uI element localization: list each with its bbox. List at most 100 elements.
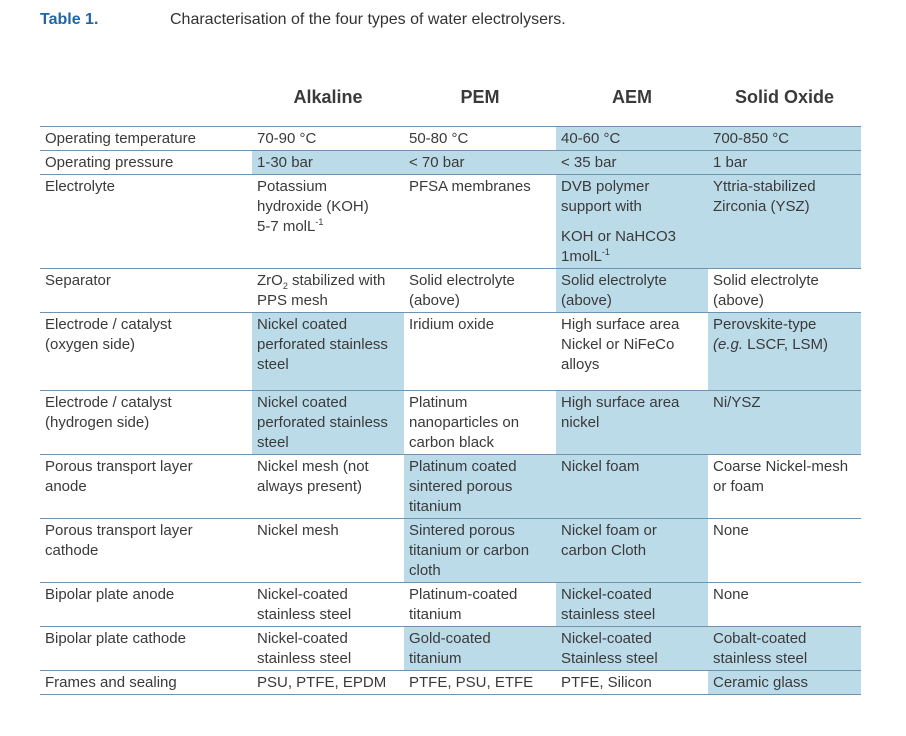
cell-line: stainless steel xyxy=(561,606,656,623)
table-row: Electrode / catalyst (hydrogen side) Nic… xyxy=(40,390,861,455)
cell-aem: Nickel foam xyxy=(556,454,708,519)
row-label-line: cathode xyxy=(45,542,99,559)
cell-alkaline: 70-90 °C xyxy=(252,126,404,151)
header-solid-oxide: Solid Oxide xyxy=(734,87,835,107)
cell-line: (above) xyxy=(713,292,764,309)
cell-line: PPS mesh xyxy=(257,292,328,309)
cell-pem: Platinum coated sintered porous titanium xyxy=(404,454,556,519)
cell-line: Solid electrolyte xyxy=(561,272,667,289)
cell-line: steel xyxy=(257,356,289,373)
cell-line: Zirconia (YSZ) xyxy=(713,198,810,215)
table-title: Characterisation of the four types of wa… xyxy=(170,11,566,28)
header-blank xyxy=(40,62,252,127)
cell-aem: Nickel-coated stainless steel xyxy=(556,582,708,627)
cell-line: (above) xyxy=(409,292,460,309)
cell-italic: (e.g. xyxy=(713,336,744,353)
cell-line: alloys xyxy=(561,356,600,373)
cell-line: Nickel-coated xyxy=(257,630,348,647)
cell-pem: Platinum nanoparticles on carbon black xyxy=(404,390,556,455)
cell-line: nanoparticles on xyxy=(409,414,520,431)
cell-line: Nickel-coated xyxy=(257,586,348,603)
cell-line: titanium xyxy=(409,498,462,515)
table-number: Table 1. xyxy=(40,11,99,28)
cell-text: LSCF, LSM) xyxy=(743,336,829,353)
cell-solid-oxide: None xyxy=(708,582,861,627)
cell-line: (above) xyxy=(561,292,612,309)
cell-line: Platinum-coated xyxy=(409,586,518,603)
cell-line: stainless steel xyxy=(257,650,352,667)
table-row: Operating temperature 70-90 °C 50-80 °C … xyxy=(40,126,861,151)
cell-solid-oxide: Ni/YSZ xyxy=(708,390,861,455)
cell-aem: < 35 bar xyxy=(556,150,708,175)
cell-alkaline: Nickel mesh xyxy=(252,518,404,583)
row-label-line: (hydrogen side) xyxy=(45,414,150,431)
cell-line: Cobalt-coated xyxy=(713,630,807,647)
cell-alkaline: Nickel-coated stainless steel xyxy=(252,626,404,671)
cell-line: carbon black xyxy=(409,434,495,451)
cell-solid-oxide: 700-850 °C xyxy=(708,126,861,151)
row-label: Porous transport layer cathode xyxy=(40,518,252,583)
cell-pem: 50-80 °C xyxy=(404,126,556,151)
row-label: Operating pressure xyxy=(40,150,252,175)
cell-alkaline: Nickel mesh (not always present) xyxy=(252,454,404,519)
cell-alkaline: Nickel-coated stainless steel xyxy=(252,582,404,627)
cell-line: stainless steel xyxy=(713,650,808,667)
row-label-line: anode xyxy=(45,478,87,495)
row-label-line: Electrode / catalyst xyxy=(45,394,172,411)
cell-aem: DVB polymer support with KOH or NaHCO3 1… xyxy=(556,174,708,269)
cell-line: perforated stainless xyxy=(257,414,388,431)
header-aem: AEM xyxy=(612,87,652,107)
cell-line: Perovskite-type xyxy=(713,316,817,333)
cell-solid-oxide: Ceramic glass xyxy=(708,670,861,695)
row-label: Electrolyte xyxy=(40,174,252,269)
cell-line: Potassium xyxy=(257,178,328,195)
cell-solid-oxide: Coarse Nickel-mesh or foam xyxy=(708,454,861,519)
cell-alkaline: Nickel coated perforated stainless steel xyxy=(252,312,404,391)
cell-line: always present) xyxy=(257,478,363,495)
cell-aem: PTFE, Silicon xyxy=(556,670,708,695)
cell-line: perforated stainless xyxy=(257,336,388,353)
header-alkaline: Alkaline xyxy=(293,87,363,107)
cell-solid-oxide: None xyxy=(708,518,861,583)
cell-line: titanium xyxy=(409,650,462,667)
cell-line: hydroxide (KOH) xyxy=(257,198,369,215)
cell-solid-oxide: Solid electrolyte (above) xyxy=(708,268,861,313)
row-label-line: Electrode / catalyst xyxy=(45,316,172,333)
cell-line: Solid electrolyte xyxy=(409,272,515,289)
cell-aem: 40-60 °C xyxy=(556,126,708,151)
cell-line: Nickel foam or xyxy=(561,522,657,539)
superscript: -1 xyxy=(601,247,610,257)
cell-line: carbon Cloth xyxy=(561,542,647,559)
row-label: Electrode / catalyst (oxygen side) xyxy=(40,312,252,391)
cell-line: Solid electrolyte xyxy=(713,272,819,289)
cell-line: KOH or NaHCO3 xyxy=(561,228,677,245)
cell-solid-oxide: 1 bar xyxy=(708,150,861,175)
cell-line: Coarse Nickel-mesh xyxy=(713,458,849,475)
cell-text: stabilized with xyxy=(287,272,386,289)
cell-line: Gold-coated xyxy=(409,630,491,647)
cell-pem: Iridium oxide xyxy=(404,312,556,391)
cell-aem: High surface area Nickel or NiFeCo alloy… xyxy=(556,312,708,391)
header-pem: PEM xyxy=(460,87,500,107)
cell-line: Nickel-coated xyxy=(561,586,652,603)
cell-alkaline: PSU, PTFE, EPDM xyxy=(252,670,404,695)
cell-solid-oxide: Cobalt-coated stainless steel xyxy=(708,626,861,671)
cell-pem: Sintered porous titanium or carbon cloth xyxy=(404,518,556,583)
table-row: Frames and sealing PSU, PTFE, EPDM PTFE,… xyxy=(40,670,861,695)
cell-pem: PFSA membranes xyxy=(404,174,556,269)
row-label: Frames and sealing xyxy=(40,670,252,695)
row-label-line: (oxygen side) xyxy=(45,336,136,353)
cell-pem: PTFE, PSU, ETFE xyxy=(404,670,556,695)
row-label: Electrode / catalyst (hydrogen side) xyxy=(40,390,252,455)
cell-line: Nickel coated xyxy=(257,316,348,333)
cell-pem: Solid electrolyte (above) xyxy=(404,268,556,313)
table-row: Bipolar plate anode Nickel-coated stainl… xyxy=(40,582,861,627)
cell-solid-oxide: Perovskite-type (e.g. LSCF, LSM) xyxy=(708,312,861,391)
cell-line: Nickel mesh (not xyxy=(257,458,369,475)
table-row: Separator ZrO2 stabilized with PPS mesh … xyxy=(40,268,861,313)
table-row: Porous transport layer anode Nickel mesh… xyxy=(40,454,861,519)
superscript: -1 xyxy=(315,217,324,227)
cell-line: DVB polymer xyxy=(561,178,650,195)
cell-line: cloth xyxy=(409,562,441,579)
cell-line: High surface area xyxy=(561,316,680,333)
